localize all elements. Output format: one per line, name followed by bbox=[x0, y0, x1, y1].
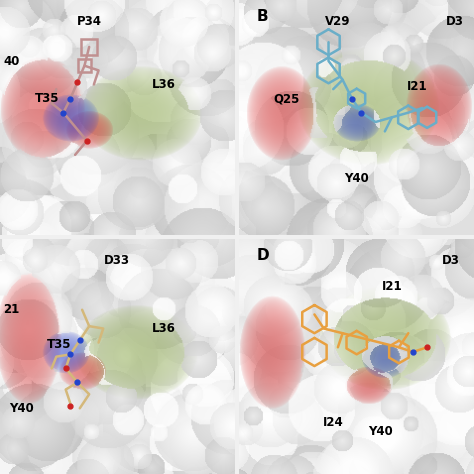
Text: V29: V29 bbox=[325, 15, 351, 27]
Text: L36: L36 bbox=[152, 322, 176, 335]
Text: D3: D3 bbox=[442, 254, 459, 267]
Text: D33: D33 bbox=[104, 254, 130, 267]
Text: Y40: Y40 bbox=[344, 172, 369, 185]
Text: 21: 21 bbox=[4, 303, 20, 316]
Text: P34: P34 bbox=[77, 15, 101, 27]
Text: D: D bbox=[256, 248, 269, 263]
Text: Y40: Y40 bbox=[368, 425, 392, 438]
Text: B: B bbox=[257, 9, 269, 24]
Text: T35: T35 bbox=[46, 338, 71, 351]
Text: I21: I21 bbox=[407, 80, 428, 93]
Text: Q25: Q25 bbox=[273, 92, 300, 105]
Text: 40: 40 bbox=[3, 55, 20, 67]
Text: T35: T35 bbox=[35, 92, 59, 105]
Text: Y40: Y40 bbox=[9, 402, 34, 415]
Text: I24: I24 bbox=[323, 416, 344, 429]
Text: D3: D3 bbox=[447, 15, 464, 27]
Text: L36: L36 bbox=[152, 78, 176, 91]
Text: I21: I21 bbox=[382, 280, 402, 293]
